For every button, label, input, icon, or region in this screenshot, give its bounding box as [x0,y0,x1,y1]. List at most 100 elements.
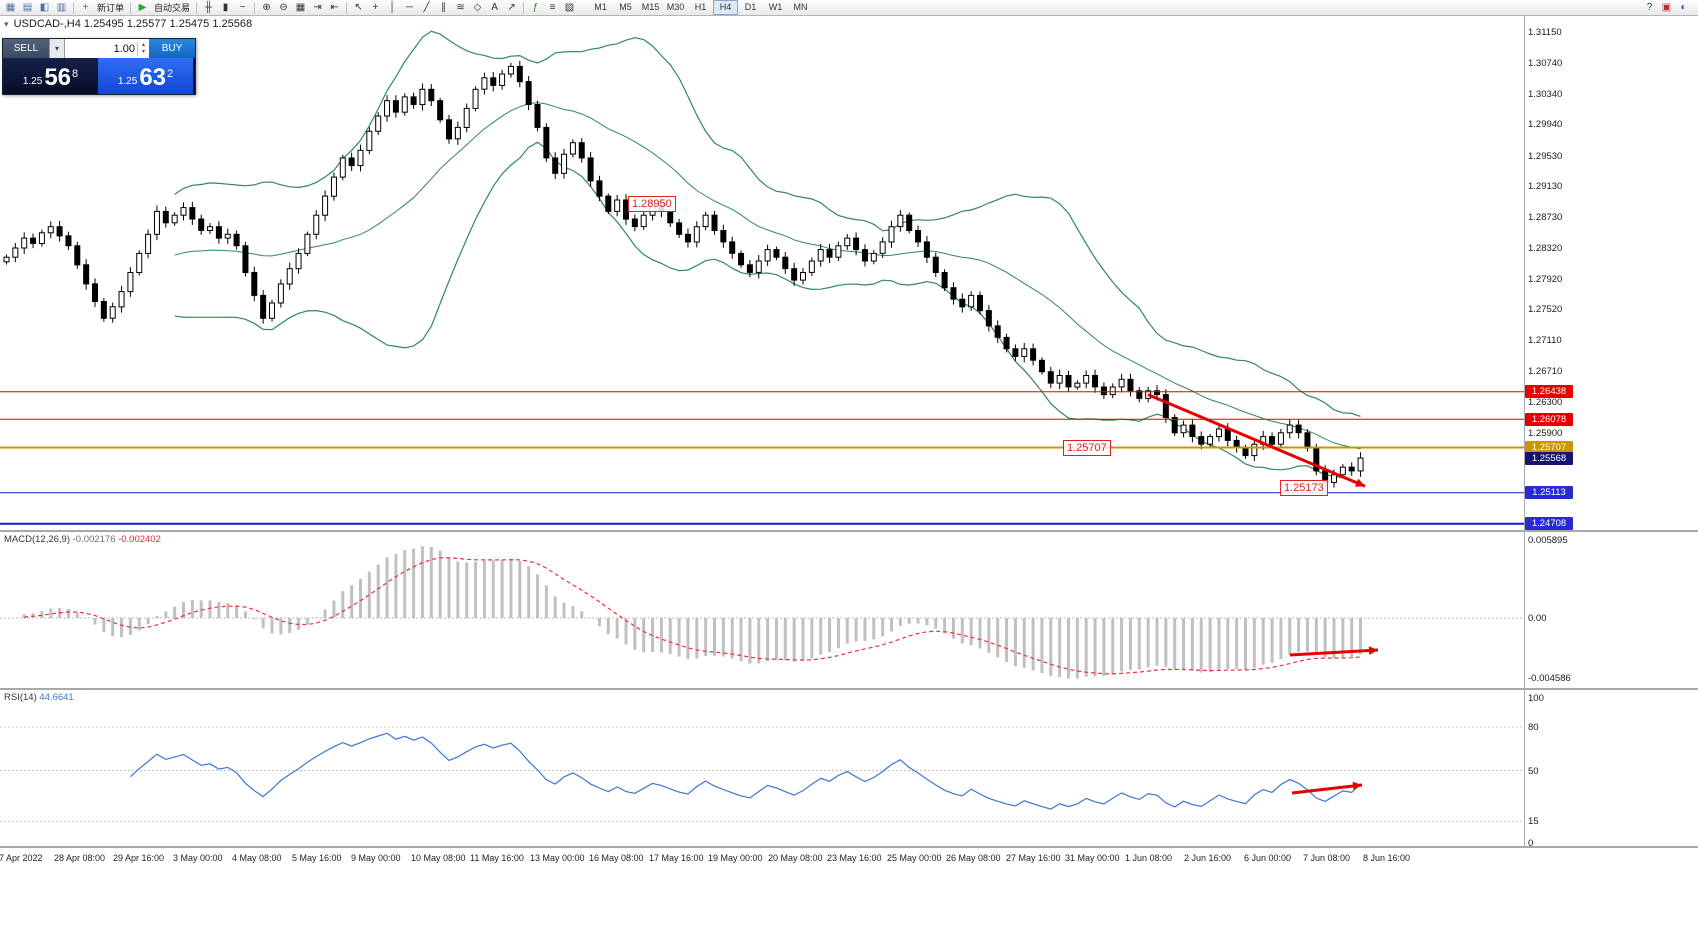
arrow-tool-icon[interactable]: ↗ [507,1,516,13]
time-axis-label: 27 May 16:00 [1006,853,1061,863]
toolbar-separator [346,1,348,14]
time-axis-label: 23 May 16:00 [827,853,882,863]
volume-spinner[interactable]: ▴ ▾ [137,41,149,56]
timeframe-h1[interactable]: H1 [694,2,707,12]
time-axis-label: 6 Jun 00:00 [1244,853,1292,863]
buy-button[interactable]: BUY [149,39,195,58]
sell-button[interactable]: SELL [3,39,49,58]
rsi-arrow[interactable] [1291,783,1363,795]
layout-icon[interactable]: ▣ [1661,1,1672,13]
autotrade-label[interactable]: 自动交易 [154,2,191,13]
order-type-dropdown[interactable]: ▾ [49,39,65,58]
zoom-in-icon[interactable]: ⊕ [262,1,271,13]
chart-shift-icon[interactable]: ⇤ [330,1,339,13]
data-window-icon[interactable]: ▤ [22,1,33,13]
market-watch-icon[interactable]: ▦ [5,1,16,13]
chart-symbol-label: USDCAD-,H4 [13,18,81,30]
price-axis[interactable]: 1.31150 1.30740 1.30340 1.29940 1.29530 1.291… [1524,16,1698,849]
new-order-label[interactable]: 新订单 [97,2,125,13]
time-axis-label: 28 Apr 08:00 [54,853,106,863]
time-axis[interactable]: 27 Apr 2022 28 Apr 08:00 29 Apr 16:00 3 May… [0,848,1698,870]
indicators-icon[interactable]: ƒ [532,1,539,13]
rsi-canvas[interactable] [0,690,1524,848]
macd-axis-label: 0.00 [1528,613,1547,624]
price-annotation[interactable]: 1.28950 [628,196,676,212]
terminal-icon[interactable]: ▥ [56,1,67,13]
palette-icon[interactable]: ◐ [1680,1,1687,13]
timeframe-mn[interactable]: MN [793,2,808,12]
templates-icon[interactable]: ▧ [564,1,575,13]
price-annotation[interactable]: 1.25707 [1063,440,1111,456]
candlestick-chart-canvas[interactable] [0,16,1524,532]
zoom-out-icon[interactable]: ⊖ [279,1,288,13]
help-icon[interactable]: ? [1646,1,1653,13]
price-axis-label: 1.28320 [1528,243,1563,254]
timeframe-d1[interactable]: D1 [744,2,757,12]
crosshair-icon[interactable]: + [372,1,379,13]
bollinger-upper-band [174,30,1361,417]
price-annotation[interactable]: 1.25173 [1280,480,1328,496]
new-order-icon[interactable]: + [82,1,89,13]
fibonacci-icon[interactable]: ≋ [456,1,465,13]
pane-separator [0,846,1698,848]
time-axis-label: 9 May 00:00 [351,853,401,863]
price-axis-tag: 1.25113 [1525,486,1573,499]
timeframe-m15[interactable]: M15 [641,2,660,12]
sell-price-pip: 8 [72,68,79,80]
candle-chart-icon[interactable]: ▮ [222,1,229,13]
time-axis-label: 26 May 08:00 [946,853,1001,863]
rsi-pane[interactable]: RSI(14) 44.6641 [0,690,1524,848]
toolbar: ▦ ▤ ◧ ▥ + 新订单 ▶ 自动交易 ╫ ▮ ~ ⊕ ⊖ ▦ ⇥ ⇤ ↖ + │ ─ ╱ ∥ ≋ ◇ A ↗ ƒ ≡ ▧ M1 M5 M… [0,0,1698,16]
trend-arrow[interactable] [1147,393,1366,488]
time-axis-label: 8 Jun 16:00 [1363,853,1411,863]
buy-price[interactable]: 1.25 63 2 [98,58,193,94]
spin-up-icon[interactable]: ▴ [141,41,145,48]
shapes-icon[interactable]: ◇ [473,1,482,13]
cursor-icon[interactable]: ↖ [354,1,363,13]
pane-separator[interactable] [0,688,1698,690]
symbol-menu-icon[interactable]: ▾ [4,19,9,29]
macd-arrow[interactable] [1289,648,1379,657]
line-chart-icon[interactable]: ~ [239,1,246,13]
timeframe-m1[interactable]: M1 [594,2,607,12]
macd-signal-line [24,557,1361,675]
autotrade-play-icon[interactable]: ▶ [138,1,147,13]
pane-separator[interactable] [0,530,1698,532]
buy-price-big: 63 [139,64,167,91]
macd-pane[interactable]: MACD(12,26,9) -0.002176 -0.002402 [0,532,1524,690]
tile-windows-icon[interactable]: ▦ [295,1,306,13]
toolbar-separator [523,1,525,14]
trend-arrow-head [1355,478,1365,487]
main-chart-pane[interactable]: ▾ USDCAD-,H4 1.25495 1.25577 1.25475 1.2… [0,16,1524,532]
timeframe-h4[interactable]: H4 [713,0,739,15]
timeframe-m5[interactable]: M5 [619,2,632,12]
text-icon[interactable]: A [491,1,498,13]
bar-chart-icon[interactable]: ╫ [204,1,213,13]
price-axis-tag: 1.25707 [1525,441,1573,454]
hline-icon[interactable]: ─ [405,1,414,13]
indicator-list-icon[interactable]: ≡ [549,1,556,13]
spin-down-icon[interactable]: ▾ [141,48,145,55]
price-axis-label: 1.29530 [1528,151,1563,162]
sell-price-big: 56 [44,64,72,91]
navigator-icon[interactable]: ◧ [39,1,50,13]
sell-price[interactable]: 1.25 56 8 [3,58,98,94]
price-axis-label: 1.27520 [1528,304,1563,315]
volume-field[interactable]: 1.00 ▴ ▾ [65,39,149,58]
volume-value[interactable]: 1.00 [113,42,135,55]
price-axis-label: 1.30740 [1528,58,1563,69]
candles [3,60,1364,489]
vline-icon[interactable]: │ [389,1,396,13]
time-axis-label: 2 Jun 16:00 [1184,853,1232,863]
timeframe-w1[interactable]: W1 [768,2,783,12]
macd-axis-label: 0.005895 [1528,535,1568,546]
auto-scroll-icon[interactable]: ⇥ [313,1,322,13]
trendline-icon[interactable]: ╱ [423,1,430,13]
macd-canvas[interactable] [0,532,1524,690]
channel-icon[interactable]: ∥ [441,1,447,13]
price-axis-label: 1.27110 [1528,335,1562,346]
bollinger-middle-band [174,102,1361,450]
price-axis-tag: 1.26438 [1525,385,1573,398]
timeframe-m30[interactable]: M30 [666,2,685,12]
price-axis-label: 1.26710 [1528,366,1563,377]
